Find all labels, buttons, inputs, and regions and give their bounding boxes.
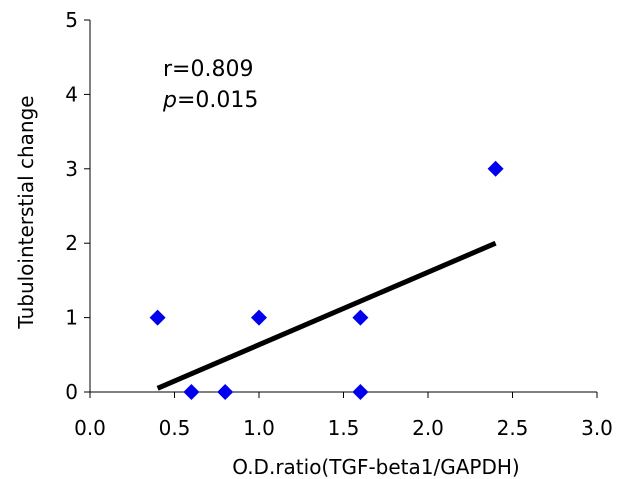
p-value: =0.015	[177, 88, 258, 113]
y-tick-label: 0	[65, 380, 78, 404]
x-tick-label: 0.0	[74, 416, 106, 440]
y-tick-label: 2	[65, 231, 78, 255]
p-annotation: p=0.015	[162, 88, 258, 113]
x-axis-title: O.D.ratio(TGF-beta1/GAPDH)	[232, 455, 519, 479]
data-point	[488, 161, 504, 177]
y-tick-label: 5	[65, 8, 78, 32]
x-tick-label: 1.0	[243, 416, 275, 440]
y-axis-title: Tubulointerstial change	[14, 95, 38, 329]
x-tick-label: 1.5	[328, 416, 360, 440]
p-letter: p	[162, 88, 177, 113]
y-tick-label: 3	[65, 157, 78, 181]
data-point	[352, 384, 368, 400]
r-annotation: r=0.809	[163, 57, 253, 82]
data-point	[352, 310, 368, 326]
data-points	[150, 161, 504, 400]
y-tick-label: 4	[65, 82, 78, 106]
data-point	[150, 310, 166, 326]
data-point	[251, 310, 267, 326]
data-point	[217, 384, 233, 400]
x-tick-label: 0.5	[159, 416, 191, 440]
x-ticks: 0.0 0.5 1.0 1.5 2.0 2.5 3.0	[74, 392, 613, 440]
trendline	[158, 243, 496, 388]
data-point	[183, 384, 199, 400]
x-tick-label: 2.0	[412, 416, 444, 440]
x-tick-label: 2.5	[497, 416, 529, 440]
x-tick-label: 3.0	[581, 416, 613, 440]
y-ticks: 0 1 2 3 4 5	[65, 8, 90, 404]
y-tick-label: 1	[65, 306, 78, 330]
